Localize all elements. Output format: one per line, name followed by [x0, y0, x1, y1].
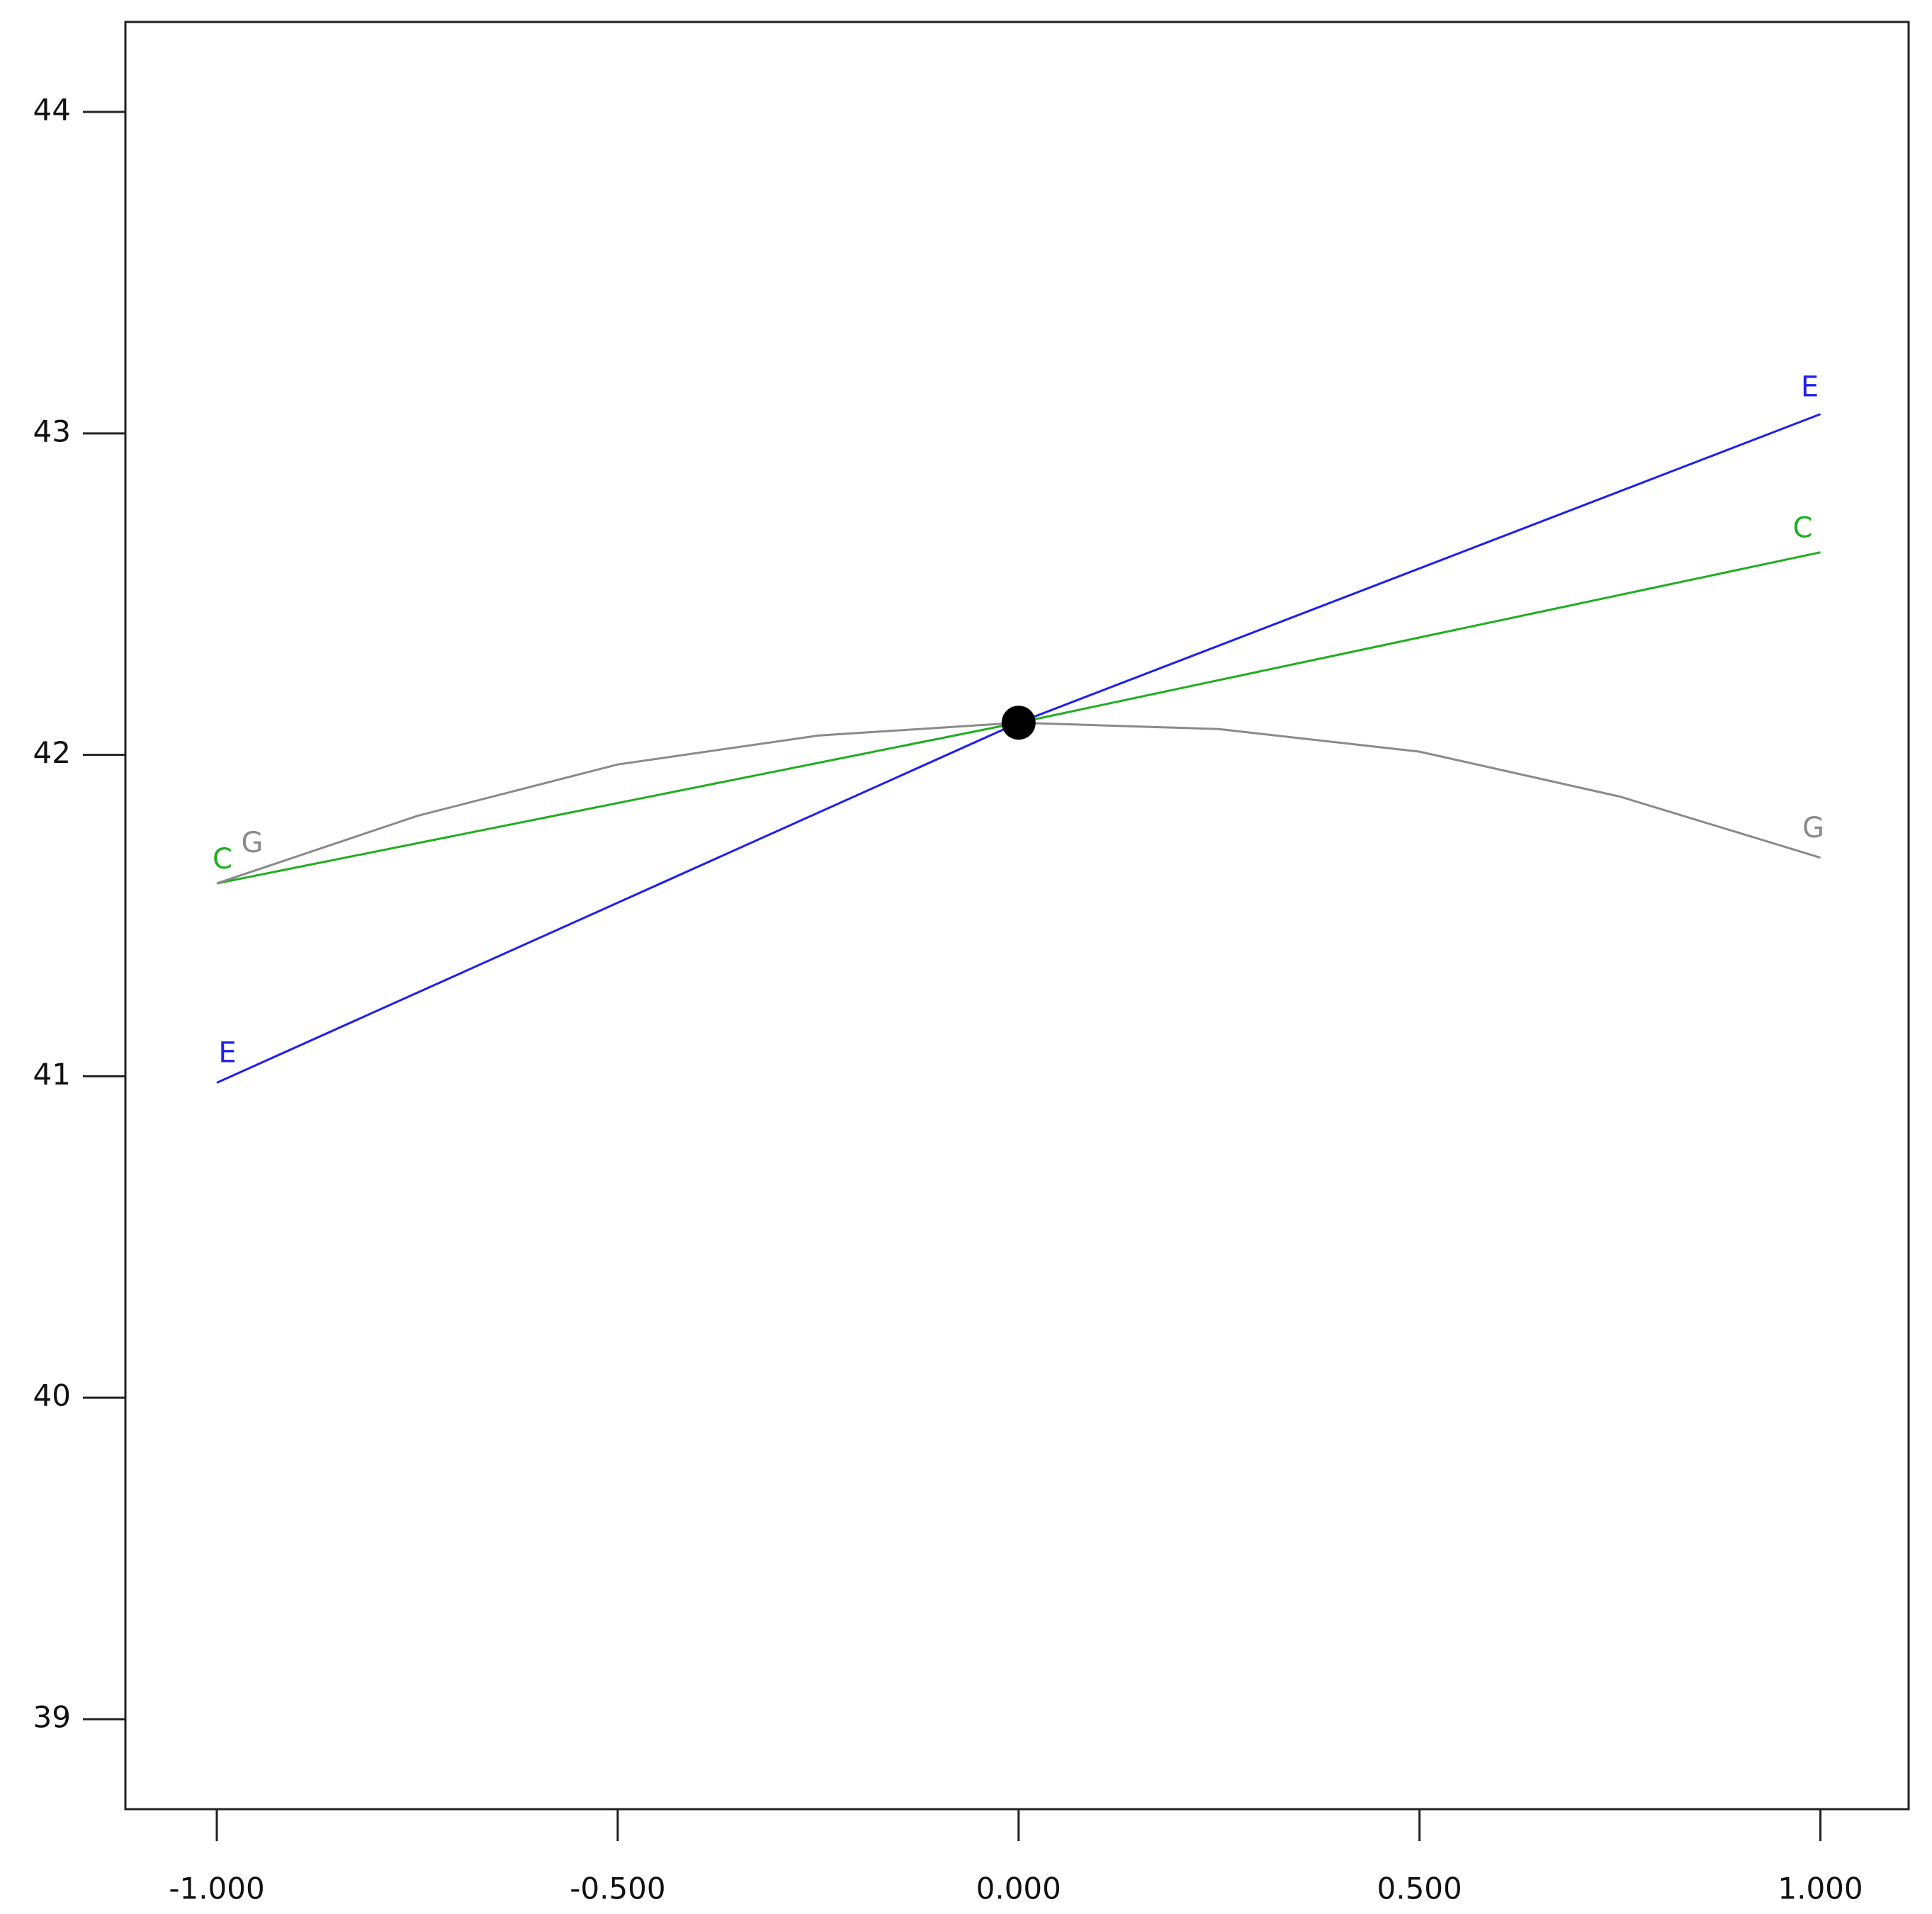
y-tick-label: 42 — [33, 735, 71, 770]
series-label: C — [1793, 512, 1813, 545]
y-tick-label: 40 — [33, 1378, 71, 1413]
series-label: G — [1802, 812, 1824, 844]
y-tick-label: 43 — [33, 414, 71, 448]
x-tick-label: 0.500 — [1377, 1871, 1462, 1906]
series-label: E — [1801, 371, 1819, 404]
series-label: E — [218, 1036, 236, 1069]
series-line — [216, 413, 1821, 1084]
series-label: G — [242, 827, 264, 859]
center-point — [1001, 706, 1036, 740]
y-tick-label: 44 — [33, 93, 71, 128]
x-tick-label: 0.000 — [976, 1871, 1061, 1906]
x-tick-label: 1.000 — [1778, 1871, 1863, 1906]
x-tick-label: -0.500 — [570, 1871, 665, 1906]
series-line — [216, 721, 1821, 885]
y-tick-label: 39 — [33, 1699, 71, 1734]
x-tick-label: -1.000 — [169, 1871, 264, 1906]
y-tick-label: 41 — [33, 1057, 71, 1092]
series-label: C — [213, 843, 232, 876]
plot-frame — [124, 21, 1910, 1811]
